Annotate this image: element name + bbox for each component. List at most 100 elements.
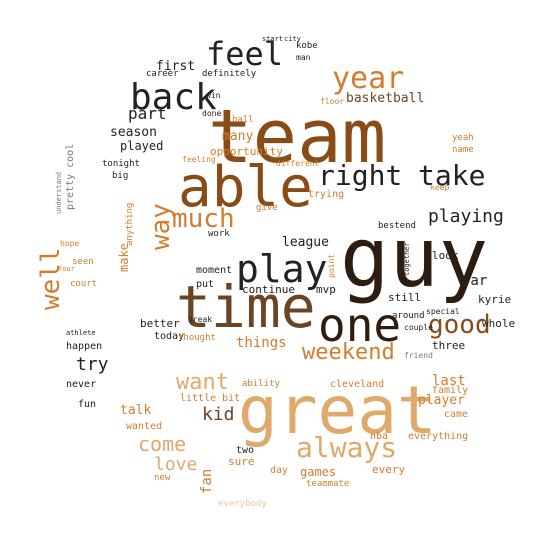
word: guy: [340, 211, 489, 306]
word: everything: [408, 431, 469, 442]
word: understand: [55, 171, 63, 214]
word: look: [432, 249, 459, 262]
word: around: [392, 311, 425, 321]
word: continue: [242, 283, 295, 296]
word: last: [432, 373, 466, 389]
word: weekend: [302, 340, 395, 365]
word: done: [202, 109, 222, 118]
word: family: [432, 385, 469, 396]
word: work: [208, 229, 230, 239]
word: feeling: [182, 155, 216, 164]
word: talk: [120, 403, 152, 418]
word: ball: [232, 115, 254, 125]
word: ability: [242, 379, 280, 389]
word: still: [388, 291, 422, 304]
word: fun: [78, 399, 97, 410]
word: able: [178, 155, 313, 220]
word: games: [300, 465, 337, 479]
word: name: [452, 145, 474, 155]
word: want: [176, 370, 229, 395]
word: point: [327, 253, 336, 278]
word: make: [117, 243, 131, 272]
word: never: [66, 379, 97, 390]
word: fan: [199, 468, 215, 494]
word: tonight: [102, 159, 140, 169]
word: much: [172, 204, 235, 234]
word: today: [154, 331, 185, 342]
word: come: [138, 432, 187, 456]
word: better: [140, 317, 180, 330]
word: league: [282, 235, 329, 250]
word: things: [236, 335, 287, 351]
word: three: [432, 339, 466, 352]
word: kid: [202, 404, 235, 425]
word: teammate: [306, 479, 350, 489]
word: thought: [178, 333, 216, 343]
word: play: [236, 247, 328, 291]
word: break: [188, 315, 213, 324]
word: great: [238, 372, 437, 449]
word: played: [120, 139, 164, 153]
word: back: [130, 77, 217, 118]
word: moment: [196, 265, 233, 276]
word: kobe: [296, 41, 318, 51]
word: two: [236, 445, 255, 456]
word: happen: [66, 341, 103, 352]
word: day: [270, 465, 289, 476]
word: big: [112, 171, 129, 181]
word: hope: [60, 239, 80, 248]
word: new: [154, 473, 171, 483]
word: sure: [228, 455, 255, 468]
word: put: [196, 279, 215, 290]
word: yeah: [452, 133, 474, 143]
word: city: [284, 35, 301, 43]
word: came: [444, 409, 469, 420]
word: seen: [72, 257, 94, 267]
word: playing: [428, 206, 504, 227]
word: kyrie: [478, 293, 512, 306]
word: take: [418, 159, 486, 192]
word: man: [296, 53, 311, 62]
word: definitely: [202, 69, 257, 79]
word: different: [276, 159, 320, 168]
word: whole: [482, 317, 516, 330]
word: love: [154, 454, 198, 475]
word: anything: [125, 202, 135, 246]
word: pretty cool: [65, 143, 76, 210]
word: everybody: [218, 499, 267, 509]
word: far: [462, 273, 488, 289]
word: try: [76, 354, 109, 375]
word: time: [176, 273, 316, 341]
word: always: [296, 431, 398, 464]
word: cleveland: [330, 379, 385, 390]
word: basketball: [346, 91, 425, 106]
word: wanted: [126, 421, 163, 432]
word: mvp: [316, 283, 336, 296]
word: four: [58, 265, 75, 273]
word: court: [70, 279, 98, 289]
word: athlete: [66, 329, 96, 337]
word: first: [156, 59, 196, 74]
word: give: [256, 203, 278, 213]
word: nba: [370, 431, 389, 442]
word: keep: [430, 183, 450, 192]
word: floor: [320, 97, 345, 106]
word: way: [146, 203, 176, 250]
word: win: [206, 91, 221, 100]
word: well: [36, 247, 66, 310]
word: special: [426, 307, 460, 316]
word: year: [332, 61, 405, 96]
word: many: [222, 129, 254, 144]
word: feel: [206, 35, 284, 73]
word: good: [428, 310, 491, 340]
word: together: [403, 242, 411, 276]
word: trying: [308, 189, 345, 200]
word: opportunity: [210, 145, 283, 158]
word: every: [372, 463, 406, 476]
word: career: [146, 69, 179, 79]
word: friend: [404, 351, 433, 360]
word: little bit: [180, 393, 241, 404]
word: bestend: [378, 221, 416, 231]
word: player: [418, 393, 465, 408]
